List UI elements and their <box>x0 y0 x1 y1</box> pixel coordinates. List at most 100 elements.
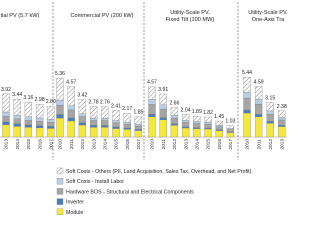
bar-segment <box>13 126 21 138</box>
bar-segment <box>67 117 75 122</box>
x-tick-label: 2017 <box>49 139 55 150</box>
bar-segment <box>56 77 64 101</box>
bar-segment <box>112 128 120 138</box>
bar-segment <box>78 99 87 114</box>
total-label: 2.66 <box>169 101 179 107</box>
bar-segment <box>159 117 167 120</box>
total-label: 2.41 <box>111 103 121 109</box>
legend-swatch <box>56 178 64 185</box>
bar-segment <box>226 128 235 130</box>
x-tick-label: 2011 <box>256 139 262 150</box>
bar-segment <box>56 104 64 115</box>
bar-segment <box>193 121 201 124</box>
bar-segment <box>101 127 109 138</box>
bar-segment <box>112 110 120 121</box>
bar-segment <box>101 106 109 119</box>
total-label: 1.03 <box>225 119 235 125</box>
bar-segment <box>35 104 44 119</box>
bar-segment <box>112 126 120 129</box>
bar-segment <box>170 125 179 138</box>
bar-segment <box>47 122 55 127</box>
bar-segment <box>47 128 55 138</box>
bar-segment <box>193 128 201 138</box>
bar-segment <box>215 120 223 126</box>
bar-segment <box>123 129 131 138</box>
bar-segment <box>89 127 98 138</box>
total-label: 1.82 <box>203 110 213 116</box>
total-label: 2.17 <box>122 106 132 112</box>
total-label: 5.36 <box>55 71 65 77</box>
x-tick-label: 2014 <box>15 139 21 150</box>
bar-segment <box>78 124 87 138</box>
bar-segment <box>148 104 156 115</box>
bar-segment <box>24 124 33 128</box>
bar-segment <box>266 102 274 112</box>
bar-segment <box>243 91 251 99</box>
bar-segment <box>278 110 286 118</box>
bar-segment <box>215 126 223 131</box>
group-label: tial PV (5.7 kW) <box>1 13 40 19</box>
bar-segment <box>24 102 33 118</box>
bar-segment <box>89 106 98 119</box>
bar-segment <box>2 93 10 113</box>
x-tick-label: 2016 <box>37 139 43 150</box>
bar-segment <box>243 112 251 138</box>
total-label: 2.04 <box>181 108 191 114</box>
bar-segment <box>254 116 263 138</box>
bar-segment <box>215 130 223 138</box>
bar-segment <box>35 121 44 126</box>
total-label: 1.85 <box>133 110 143 116</box>
bar-segment <box>170 107 179 116</box>
legend-swatch <box>56 188 64 195</box>
bar-segment <box>159 104 167 110</box>
bar-segment <box>67 120 75 138</box>
bar-segment <box>148 99 156 105</box>
x-tick-label: 2015 <box>114 139 120 150</box>
bar-segment <box>159 108 167 118</box>
x-tick-label: 2013 <box>91 139 97 150</box>
bar-segment <box>67 105 75 111</box>
bar-segment <box>170 117 179 125</box>
bar-segment <box>181 122 190 128</box>
bar-segment <box>67 86 75 107</box>
bar-segment <box>123 127 131 130</box>
bar-segment <box>254 114 263 117</box>
x-tick-label: 2016 <box>125 139 131 150</box>
bar-segment <box>47 106 55 120</box>
bar-segment <box>278 117 286 121</box>
legend-swatch <box>56 198 64 205</box>
x-tick-label: 2012 <box>268 139 274 150</box>
bar-segment <box>134 129 143 131</box>
x-tick-label: 2016 <box>217 139 223 150</box>
bar-segment <box>181 126 190 129</box>
bar-segment <box>13 118 21 124</box>
bar-segment <box>24 120 33 126</box>
bar-segment <box>204 128 212 138</box>
total-label: 2.98 <box>35 97 45 103</box>
bar-segment <box>56 100 64 106</box>
group-label: Fixed Tilt (100 MW) <box>166 17 215 23</box>
x-tick-label: 2011 <box>161 139 167 150</box>
chart: tial PV (5.7 kW) 3.92 2013 3.44 2014 3.16 2015… <box>0 2 287 215</box>
x-tick-label: 2017 <box>136 139 142 150</box>
bar-segment <box>24 127 33 138</box>
group-label: Commercial PV (200 kW) <box>70 13 133 19</box>
bar-segment <box>123 112 131 123</box>
bar-segment <box>2 124 10 138</box>
bar-segment <box>78 116 87 123</box>
bar-segment <box>254 86 263 100</box>
bar-segment <box>181 114 190 121</box>
bar-segment <box>47 126 55 129</box>
total-label: 3.91 <box>158 87 168 93</box>
bar-segment <box>134 125 143 130</box>
bar-segment <box>148 114 156 118</box>
bar-segment <box>2 121 10 126</box>
total-label: 4.57 <box>147 80 157 86</box>
bar-segment <box>266 122 274 138</box>
bar-segment <box>159 93 167 105</box>
bar-segment <box>78 113 87 117</box>
x-tick-label: 2015 <box>26 139 32 150</box>
bar-segment <box>181 120 190 123</box>
total-label: 2.80 <box>46 99 56 105</box>
bar-segment <box>193 123 201 128</box>
